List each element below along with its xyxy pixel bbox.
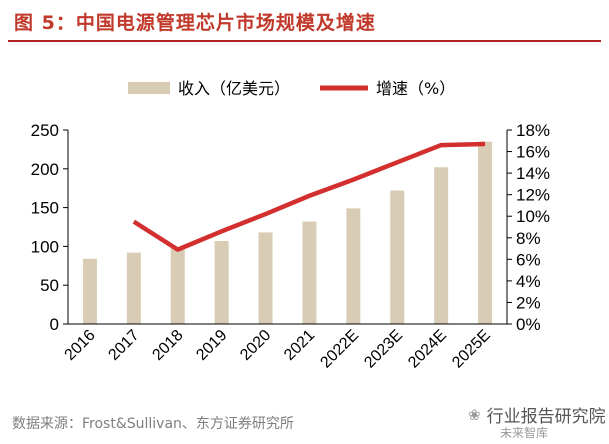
x-tick-label: 2017 bbox=[105, 327, 142, 364]
x-tick-label: 2024E bbox=[405, 327, 450, 372]
watermark: ❀ 行业报告研究院 bbox=[468, 402, 606, 428]
y-right-tick-label: 0% bbox=[516, 315, 541, 334]
x-tick-label: 2021 bbox=[281, 327, 318, 364]
bar-2023E bbox=[390, 190, 405, 324]
y-left-tick-label: 200 bbox=[31, 160, 59, 179]
legend-swatch-bar bbox=[128, 82, 170, 94]
source-note: 数据来源：Frost&Sullivan、东方证券研究所 bbox=[12, 416, 294, 432]
bar-2024E bbox=[434, 167, 449, 324]
y-right-tick-label: 6% bbox=[516, 250, 541, 269]
y-right-tick-label: 10% bbox=[516, 207, 550, 226]
bar-2022E bbox=[346, 208, 361, 324]
figure-title: 图 5：中国电源管理芯片市场规模及增速 bbox=[14, 12, 376, 34]
y-right-tick-label: 12% bbox=[516, 186, 550, 205]
x-tick-label: 2023E bbox=[361, 327, 406, 372]
x-tick-label: 2019 bbox=[193, 327, 230, 364]
y-right-tick-label: 18% bbox=[516, 121, 550, 140]
bar-2016 bbox=[82, 258, 97, 324]
bar-2025E bbox=[478, 141, 493, 324]
y-right-tick-label: 14% bbox=[516, 164, 550, 183]
bar-2021 bbox=[302, 221, 317, 324]
y-right-tick-label: 16% bbox=[516, 143, 550, 162]
bar-2019 bbox=[214, 240, 229, 324]
x-tick-label: 2016 bbox=[62, 327, 99, 364]
wechat-icon: ❀ bbox=[468, 405, 481, 424]
y-left-tick-label: 50 bbox=[40, 276, 59, 295]
y-left-tick-label: 150 bbox=[31, 199, 59, 218]
y-left-tick-label: 100 bbox=[31, 237, 59, 256]
y-right-tick-label: 2% bbox=[516, 293, 541, 312]
x-tick-label: 2020 bbox=[237, 327, 274, 364]
x-tick-label: 2025E bbox=[449, 327, 494, 372]
legend-label-bar: 收入（亿美元） bbox=[178, 79, 290, 98]
y-right-tick-label: 8% bbox=[516, 229, 541, 248]
watermark-sub: 未来智库 bbox=[500, 426, 549, 440]
bar-2020 bbox=[258, 232, 273, 324]
y-left-tick-label: 0 bbox=[50, 315, 59, 334]
chart: 收入（亿美元） 增速（%） 0 50 100 150 200 250 0% 2% 4% 6% 8% 10%… bbox=[31, 79, 550, 372]
bar-2018 bbox=[170, 247, 185, 324]
legend-label-line: 增速（%） bbox=[376, 79, 455, 98]
watermark-text: 行业报告研究院 bbox=[486, 407, 606, 427]
y-right-tick-label: 4% bbox=[516, 272, 541, 291]
x-tick-label: 2018 bbox=[149, 327, 186, 364]
title-divider bbox=[8, 40, 601, 42]
y-left-tick-label: 250 bbox=[31, 121, 59, 140]
x-tick-label: 2022E bbox=[317, 327, 362, 372]
bar-2017 bbox=[126, 252, 141, 324]
